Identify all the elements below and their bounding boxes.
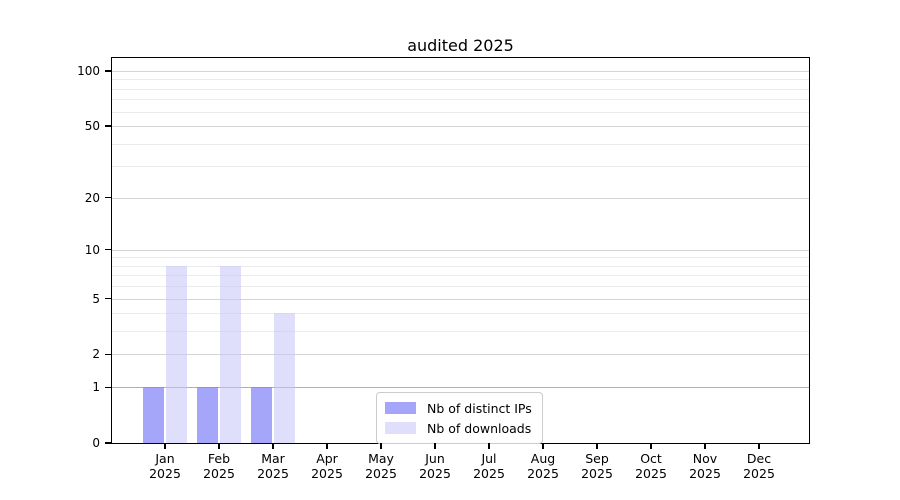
x-tick-month: Nov bbox=[692, 451, 718, 466]
y-tick-label: 100 bbox=[77, 63, 100, 78]
y-tick-label: 5 bbox=[92, 291, 100, 306]
x-tick-month: Apr bbox=[316, 451, 338, 466]
x-tick-year: 2025 bbox=[689, 466, 721, 481]
legend-swatch-downloads bbox=[385, 421, 416, 435]
x-tick-mark bbox=[164, 443, 166, 449]
major-gridline bbox=[112, 354, 809, 356]
y-tick-label: 0 bbox=[92, 436, 100, 450]
x-tick-year: 2025 bbox=[257, 466, 289, 481]
x-tick-month: Aug bbox=[530, 451, 556, 466]
major-gridline bbox=[112, 197, 809, 199]
legend-label-distinct-ips: Nb of distinct IPs bbox=[427, 400, 532, 416]
x-tick-year: 2025 bbox=[581, 466, 613, 481]
minor-gridline bbox=[112, 257, 809, 259]
x-tick-month: Jan bbox=[155, 451, 175, 466]
x-tick-year: 2025 bbox=[527, 466, 559, 481]
x-tick-month: May bbox=[368, 451, 394, 466]
x-tick-mark bbox=[326, 443, 328, 449]
x-tick-month: Jun bbox=[425, 451, 445, 466]
x-tick-mark bbox=[218, 443, 220, 449]
minor-gridline bbox=[112, 331, 809, 333]
x-tick-mark bbox=[488, 443, 490, 449]
x-tick-month: Sep bbox=[585, 451, 609, 466]
x-tick-year: 2025 bbox=[311, 466, 343, 481]
chart-title: audited 2025 bbox=[407, 36, 514, 55]
major-gridline bbox=[112, 126, 809, 128]
bar-downloads-jan bbox=[166, 265, 187, 443]
x-tick-year: 2025 bbox=[419, 466, 451, 481]
x-tick-year: 2025 bbox=[635, 466, 667, 481]
legend-row-downloads: Nb of downloads bbox=[385, 418, 532, 438]
y-tick-mark bbox=[105, 70, 112, 72]
y-tick-mark bbox=[105, 196, 112, 199]
y-tick-label: 10 bbox=[84, 242, 100, 257]
minor-gridline bbox=[112, 286, 809, 288]
minor-gridline bbox=[112, 111, 809, 113]
x-tick-mark bbox=[434, 443, 436, 449]
legend-row-distinct-ips: Nb of distinct IPs bbox=[385, 398, 532, 418]
major-gridline bbox=[112, 70, 809, 72]
minor-gridline bbox=[112, 99, 809, 101]
x-tick-label: Feb 2025 bbox=[179, 451, 259, 481]
minor-gridline bbox=[112, 79, 809, 81]
y-tick-mark bbox=[105, 353, 112, 356]
legend: Nb of distinct IPs Nb of downloads bbox=[376, 392, 543, 444]
y-tick-label: 20 bbox=[84, 190, 100, 205]
bar-distinct-ips-feb bbox=[197, 387, 218, 443]
y-tick-label: 50 bbox=[84, 119, 100, 134]
y-tick-mark bbox=[105, 297, 112, 300]
y-tick-mark bbox=[105, 442, 112, 444]
major-gridline bbox=[112, 387, 809, 389]
x-tick-label: Jan 2025 bbox=[125, 451, 205, 481]
x-tick-year: 2025 bbox=[365, 466, 397, 481]
x-tick-year: 2025 bbox=[203, 466, 235, 481]
major-gridline bbox=[112, 249, 809, 251]
x-tick-label: Sep 2025 bbox=[557, 451, 637, 481]
minor-gridline bbox=[112, 88, 809, 90]
minor-gridline bbox=[112, 265, 809, 267]
x-tick-month: Jul bbox=[481, 451, 497, 466]
x-tick-label: Aug 2025 bbox=[503, 451, 583, 481]
x-tick-mark bbox=[380, 443, 382, 449]
x-tick-label: Oct 2025 bbox=[611, 451, 691, 481]
x-tick-label: Jun 2025 bbox=[395, 451, 475, 481]
x-tick-label: Jul 2025 bbox=[449, 451, 529, 481]
y-tick-label: 2 bbox=[92, 347, 100, 362]
bar-downloads-mar bbox=[274, 313, 295, 443]
bar-distinct-ips-mar bbox=[251, 387, 272, 443]
x-tick-year: 2025 bbox=[743, 466, 775, 481]
x-tick-label: Mar 2025 bbox=[233, 451, 313, 481]
major-gridline bbox=[112, 298, 809, 300]
x-tick-label: Dec 2025 bbox=[719, 451, 799, 481]
minor-gridline bbox=[112, 166, 809, 168]
x-tick-month: Feb bbox=[207, 451, 231, 466]
minor-gridline bbox=[112, 275, 809, 277]
x-tick-month: Dec bbox=[746, 451, 772, 466]
x-tick-label: Nov 2025 bbox=[665, 451, 745, 481]
x-tick-label: May 2025 bbox=[341, 451, 421, 481]
y-tick-mark bbox=[105, 125, 112, 127]
x-tick-mark bbox=[650, 443, 652, 449]
minor-gridline bbox=[112, 143, 809, 145]
legend-swatch-distinct-ips bbox=[385, 401, 416, 415]
bar-distinct-ips-jan bbox=[143, 387, 164, 443]
legend-label-downloads: Nb of downloads bbox=[427, 420, 532, 436]
x-tick-mark bbox=[542, 443, 544, 449]
x-tick-mark bbox=[758, 443, 760, 449]
y-tick-mark bbox=[105, 386, 112, 388]
plot-area: Nb of distinct IPs Nb of downloads bbox=[111, 57, 810, 444]
x-tick-month: Mar bbox=[261, 451, 285, 466]
y-tick-mark bbox=[105, 249, 112, 251]
bar-downloads-feb bbox=[220, 265, 241, 443]
minor-gridline bbox=[112, 313, 809, 315]
x-tick-mark bbox=[596, 443, 598, 449]
x-tick-year: 2025 bbox=[149, 466, 181, 481]
x-tick-month: Oct bbox=[640, 451, 662, 466]
x-tick-year: 2025 bbox=[473, 466, 505, 481]
y-tick-label: 1 bbox=[92, 380, 100, 395]
x-tick-mark bbox=[272, 443, 274, 449]
x-tick-label: Apr 2025 bbox=[287, 451, 367, 481]
x-tick-mark bbox=[704, 443, 706, 449]
